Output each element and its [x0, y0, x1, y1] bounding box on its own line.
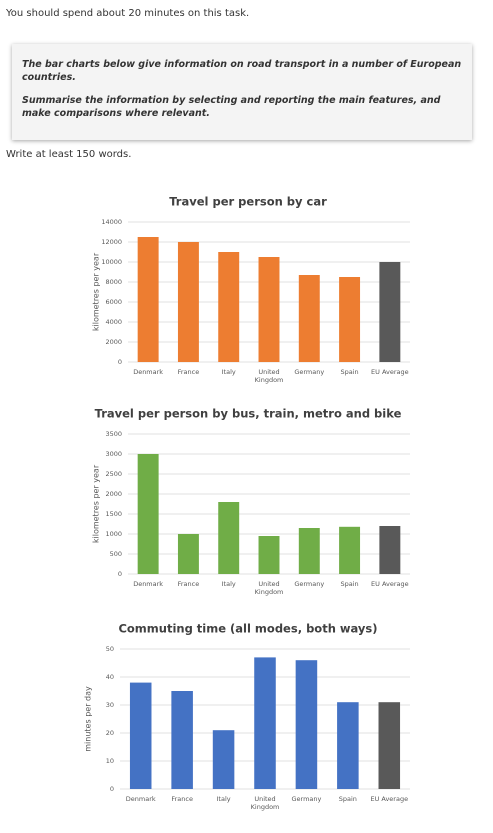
chart-svg: Commuting time (all modes, both ways) min… [84, 622, 410, 793]
x-tick-label: Spain [340, 368, 359, 376]
x-tick-label: Spain [340, 580, 359, 588]
y-tick-label: 0 [118, 358, 122, 366]
y-tick-label: 1500 [105, 510, 122, 518]
x-tick-label: Italy [216, 795, 231, 803]
y-axis-label: minutes per day [84, 686, 93, 752]
x-tick-label: Germany [291, 795, 322, 803]
chart-svg: Travel per person by car kilometres per y… [92, 195, 410, 366]
word-count-note: Write at least 150 words. [6, 149, 132, 160]
y-tick-label: 14000 [101, 218, 122, 226]
x-tick-label: Spain [338, 795, 357, 803]
chart: Travel per person by bus, train, metro a… [0, 402, 493, 617]
x-tick-label: United Kingdom [250, 795, 280, 811]
x-tick-label: United Kingdom [254, 580, 284, 596]
x-tick-label: EU Average [371, 368, 409, 376]
bar [379, 526, 401, 574]
y-tick-label: 8000 [105, 278, 122, 286]
bar [379, 262, 401, 362]
chart-title: Commuting time (all modes, both ways) [118, 622, 377, 636]
bar [258, 536, 280, 574]
y-tick-label: 3500 [105, 430, 122, 438]
x-tick-label: Germany [294, 580, 325, 588]
y-tick-label: 1000 [105, 530, 122, 538]
x-tick-label: Italy [221, 580, 236, 588]
bar [171, 691, 193, 789]
y-tick-label: 2000 [105, 490, 122, 498]
bar [177, 242, 199, 362]
x-tick-label: EU Average [371, 580, 409, 588]
y-axis-label: kilometres per year [92, 252, 101, 331]
y-tick-label: 2000 [105, 338, 122, 346]
y-tick-label: 50 [106, 645, 114, 653]
bar [339, 277, 361, 362]
x-tick-label: France [177, 580, 200, 588]
bar [378, 702, 401, 789]
x-tick-label: Germany [294, 368, 325, 376]
y-tick-label: 2500 [105, 470, 122, 478]
y-tick-label: 30 [106, 701, 114, 709]
x-tick-label: France [177, 368, 200, 376]
y-tick-label: 0 [118, 570, 122, 578]
bar [129, 682, 152, 789]
y-tick-label: 10000 [101, 258, 122, 266]
bar [137, 454, 159, 574]
y-tick-label: 6000 [105, 298, 122, 306]
y-axis-label: kilometres per year [92, 464, 101, 543]
bar [298, 275, 320, 362]
chart: Commuting time (all modes, both ways) min… [0, 617, 493, 832]
x-tick-label: Denmark [133, 580, 164, 588]
bar [258, 257, 280, 362]
instruction: You should spend about 20 minutes on thi… [6, 8, 250, 19]
y-tick-label: 500 [110, 550, 122, 558]
y-tick-label: 20 [106, 729, 114, 737]
task-box: The bar charts below give information on… [12, 44, 472, 140]
bar [339, 526, 361, 574]
x-tick-label: France [171, 795, 193, 803]
y-tick-label: 4000 [105, 318, 122, 326]
bar [218, 252, 240, 362]
task-text: Summarise the information by selecting a… [22, 95, 441, 119]
x-tick-label: Denmark [125, 795, 156, 803]
bar [337, 702, 359, 789]
bar [137, 237, 159, 362]
y-tick-label: 40 [106, 673, 114, 681]
y-tick-label: 3000 [105, 450, 122, 458]
chart-title: Travel per person by car [169, 195, 327, 209]
chart-title: Travel per person by bus, train, metro a… [95, 407, 402, 421]
y-tick-label: 10 [106, 757, 114, 765]
bar [254, 657, 276, 789]
bar [212, 730, 235, 789]
y-tick-label: 12000 [101, 238, 122, 246]
x-tick-label: Italy [221, 368, 236, 376]
chart: Travel per person by car kilometres per y… [0, 190, 493, 405]
bar [177, 534, 199, 574]
y-tick-label: 0 [110, 785, 114, 793]
task-text: The bar charts below give information on… [22, 59, 462, 83]
bar [298, 528, 320, 574]
bar [295, 660, 318, 789]
x-tick-label: Denmark [133, 368, 164, 376]
chart-svg: Travel per person by bus, train, metro a… [92, 407, 410, 578]
x-tick-label: United Kingdom [254, 368, 284, 384]
bar [218, 502, 240, 574]
x-tick-label: EU Average [370, 795, 409, 803]
